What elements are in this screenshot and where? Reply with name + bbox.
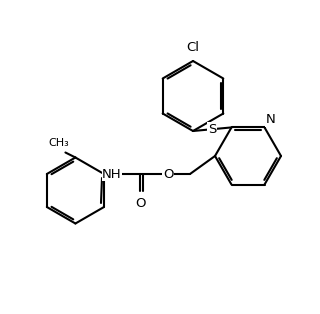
Text: O: O: [136, 197, 146, 210]
Text: CH₃: CH₃: [48, 138, 69, 149]
Text: Cl: Cl: [187, 41, 199, 54]
Text: O: O: [163, 167, 173, 181]
Text: S: S: [208, 123, 216, 136]
Text: NH: NH: [102, 167, 122, 181]
Text: N: N: [266, 113, 275, 127]
